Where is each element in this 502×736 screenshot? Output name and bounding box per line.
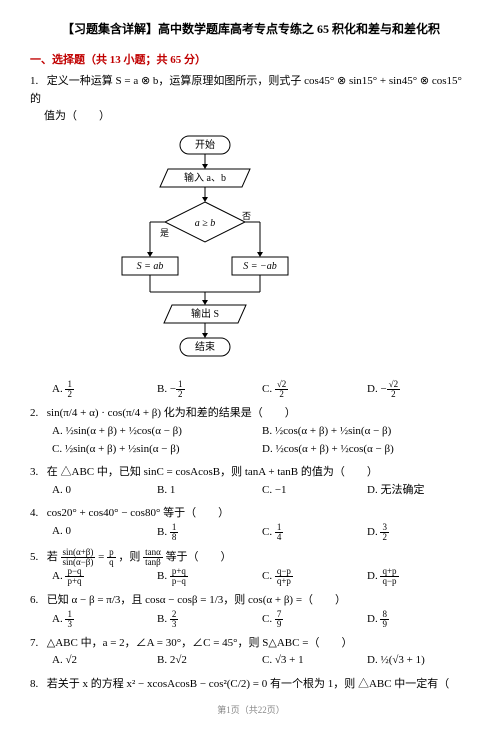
question-4: 4. cos20° + cos40° − cos80° 等于（ ） A. 0 B… bbox=[30, 505, 472, 542]
q7-opt-b: B. 2√2 bbox=[157, 652, 262, 670]
q6-options: A. 13 B. 23 C. 79 D. 89 bbox=[52, 610, 472, 629]
question-8: 8. 若关于 x 的方程 x² − xcosAcosB − cos²(C/2) … bbox=[30, 676, 472, 694]
q4-opt-a: A. 0 bbox=[52, 523, 157, 542]
question-1: 1. 定义一种运算 S = a ⊗ b，运算原理如图所示，则式子 cos45° … bbox=[30, 73, 472, 399]
q7-opt-a: A. √2 bbox=[52, 652, 157, 670]
q7-opt-c: C. √3 + 1 bbox=[262, 652, 367, 670]
q1-opt-c: C. √22 bbox=[262, 380, 367, 399]
q2-options: A. ½sin(α + β) + ½cos(α − β) B. ½cos(α +… bbox=[52, 423, 472, 458]
q5-opt-b: B. p+qp−q bbox=[157, 567, 262, 586]
question-6: 6. 已知 α − β = π/3，且 cosα − cosβ = 1/3，则 … bbox=[30, 592, 472, 629]
svg-text:开始: 开始 bbox=[195, 138, 215, 151]
q3-num: 3. bbox=[30, 464, 44, 482]
flowchart-svg: 开始 输入 a、b a ≥ b 是 否 S = ab S = −ab bbox=[110, 134, 310, 364]
svg-text:否: 否 bbox=[242, 211, 251, 221]
q5-tail: 等于（ ） bbox=[166, 551, 232, 563]
q8-num: 8. bbox=[30, 676, 44, 694]
section-heading: 一、选择题（共 13 小题；共 65 分） bbox=[30, 51, 472, 67]
q4-num: 4. bbox=[30, 505, 44, 523]
q1-flowchart: 开始 输入 a、b a ≥ b 是 否 S = ab S = −ab bbox=[110, 134, 472, 371]
q2-opt-d: D. ½cos(α + β) + ½cos(α − β) bbox=[262, 441, 472, 459]
svg-text:输入 a、b: 输入 a、b bbox=[184, 171, 226, 184]
q3-opt-a: A. 0 bbox=[52, 482, 157, 500]
q3-opt-d: D. 无法确定 bbox=[367, 482, 472, 500]
q4-opt-b: B. 18 bbox=[157, 523, 262, 542]
q1-opt-b: B. −12 bbox=[157, 380, 262, 399]
q3-opt-c: C. −1 bbox=[262, 482, 367, 500]
question-5: 5. 若 sin(α+β)sin(α−β) = pq ，则 tanαtanβ 等… bbox=[30, 548, 472, 586]
q7-opt-d: D. ½(√3 + 1) bbox=[367, 652, 472, 670]
q4-opt-c: C. 14 bbox=[262, 523, 367, 542]
q4-options: A. 0 B. 18 C. 14 D. 32 bbox=[52, 523, 472, 542]
svg-text:是: 是 bbox=[160, 228, 169, 238]
q4-opt-d: D. 32 bbox=[367, 523, 472, 542]
q2-opt-c: C. ½sin(α + β) + ½sin(α − β) bbox=[52, 441, 262, 459]
q8-text: 若关于 x 的方程 x² − xcosAcosB − cos²(C/2) = 0… bbox=[47, 678, 450, 690]
q2-opt-a: A. ½sin(α + β) + ½cos(α − β) bbox=[52, 423, 262, 441]
q3-opt-b: B. 1 bbox=[157, 482, 262, 500]
q5-opt-d: D. q+pq−p bbox=[367, 567, 472, 586]
q7-text: △ABC 中，a = 2，∠A = 30°，∠C = 45°，则 S△ABC =… bbox=[47, 637, 353, 649]
svg-text:S = −ab: S = −ab bbox=[243, 261, 277, 272]
q5-opt-c: C. q−pq+p bbox=[262, 567, 367, 586]
question-7: 7. △ABC 中，a = 2，∠A = 30°，∠C = 45°，则 S△AB… bbox=[30, 635, 472, 670]
q7-num: 7. bbox=[30, 635, 44, 653]
svg-text:输出 S: 输出 S bbox=[191, 307, 219, 320]
q2-num: 2. bbox=[30, 405, 44, 423]
q1-opt-d: D. −√22 bbox=[367, 380, 472, 399]
q6-opt-c: C. 79 bbox=[262, 610, 367, 629]
q2-opt-b: B. ½cos(α + β) + ½sin(α − β) bbox=[262, 423, 472, 441]
question-3: 3. 在 △ABC 中，已知 sinC = cosAcosB，则 tanA + … bbox=[30, 464, 472, 499]
q3-text: 在 △ABC 中，已知 sinC = cosAcosB，则 tanA + tan… bbox=[47, 466, 378, 478]
q1-options: A. 12 B. −12 C. √22 D. −√22 bbox=[52, 380, 472, 399]
svg-text:S = ab: S = ab bbox=[137, 261, 164, 272]
q6-opt-a: A. 13 bbox=[52, 610, 157, 629]
q5-num: 5. bbox=[30, 549, 44, 567]
q6-text: 已知 α − β = π/3，且 cosα − cosβ = 1/3，则 cos… bbox=[47, 594, 346, 606]
q5-frac1: sin(α+β)sin(α−β) bbox=[61, 548, 96, 567]
svg-text:a ≥ b: a ≥ b bbox=[195, 218, 216, 229]
doc-title: 【习题集含详解】高中数学题库高考专点专练之 65 积化和差与和差化积 bbox=[30, 20, 472, 37]
page-footer: 第1页（共22页） bbox=[30, 703, 472, 716]
q5-eq: = bbox=[98, 551, 107, 563]
q5-options: A. p−qp+q B. p+qp−q C. q−pq+p D. q+pq−p bbox=[52, 567, 472, 586]
svg-text:结束: 结束 bbox=[195, 340, 215, 353]
q6-opt-d: D. 89 bbox=[367, 610, 472, 629]
q5-frac2: pq bbox=[107, 548, 116, 567]
question-2: 2. sin(π/4 + α) · cos(π/4 + β) 化为和差的结果是（… bbox=[30, 405, 472, 458]
q5-then: ，则 bbox=[118, 551, 143, 563]
q5-opt-a: A. p−qp+q bbox=[52, 567, 157, 586]
q7-options: A. √2 B. 2√2 C. √3 + 1 D. ½(√3 + 1) bbox=[52, 652, 472, 670]
q5-frac3: tanαtanβ bbox=[143, 548, 163, 567]
q1-opt-a: A. 12 bbox=[52, 380, 157, 399]
q1-text-b: 值为（ ） bbox=[44, 110, 110, 122]
q4-text: cos20° + cos40° − cos80° 等于（ ） bbox=[47, 507, 229, 519]
q2-text: sin(π/4 + α) · cos(π/4 + β) 化为和差的结果是（ ） bbox=[47, 407, 296, 419]
q3-options: A. 0 B. 1 C. −1 D. 无法确定 bbox=[52, 482, 472, 500]
q1-text-a: 定义一种运算 S = a ⊗ b，运算原理如图所示，则式子 cos45° ⊗ s… bbox=[30, 75, 462, 105]
q6-num: 6. bbox=[30, 592, 44, 610]
q1-num: 1. bbox=[30, 73, 44, 91]
q6-opt-b: B. 23 bbox=[157, 610, 262, 629]
q5-text: 若 bbox=[47, 551, 61, 563]
